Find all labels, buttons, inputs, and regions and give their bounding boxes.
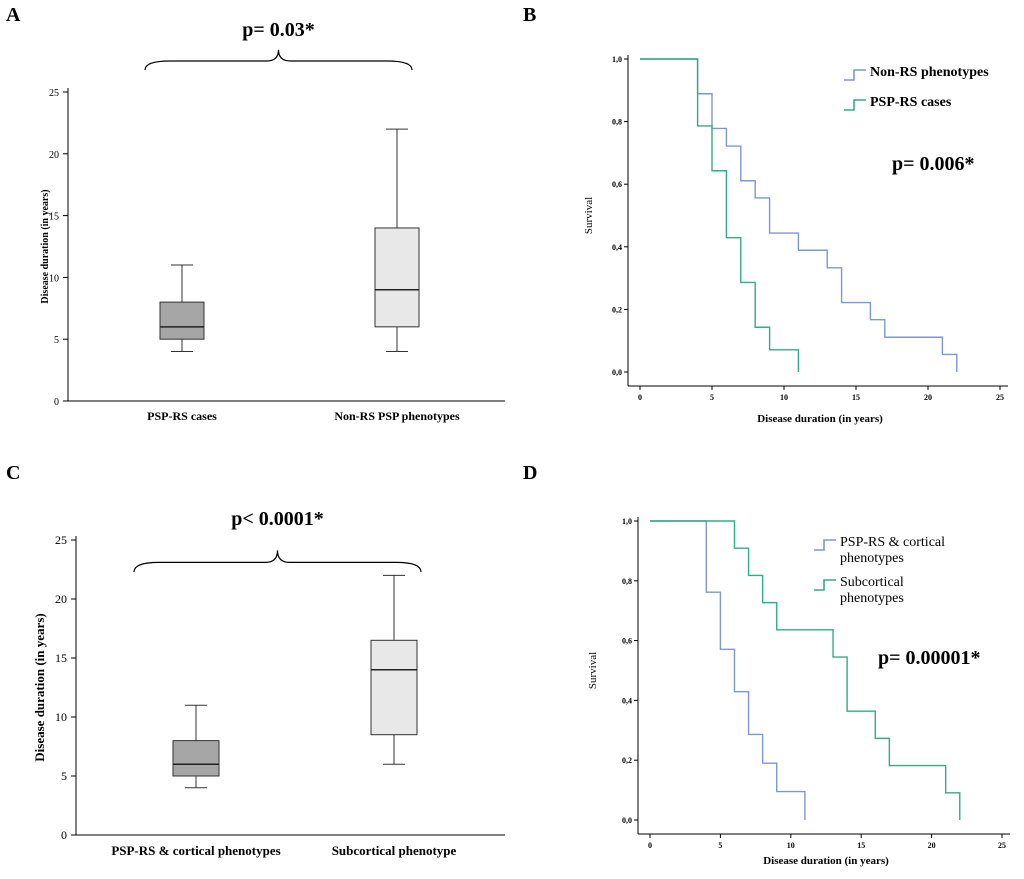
iqr-box	[159, 301, 205, 340]
p-value-label: p= 0.006*	[892, 153, 975, 175]
survival-curve	[640, 58, 800, 372]
iqr-box	[374, 227, 420, 328]
y-tick-label: 0,2	[612, 305, 622, 314]
x-tick-label: 25	[998, 841, 1006, 850]
y-tick-label: 0,4	[612, 243, 622, 252]
y-tick-label: 15	[55, 651, 67, 665]
boxplot-chart-c: 0 5 10 15 20 25 Disease duration (in years) PSP…	[32, 508, 505, 858]
x-category-label: Non-RS PSP phenotypes	[334, 409, 460, 423]
y-axis-label: Disease duration (in years)	[40, 189, 51, 303]
y-tick-label: 0,8	[612, 118, 622, 127]
y-axis-label: Disease duration (in years)	[32, 613, 47, 761]
survival-chart-d: 0,0 0,2 0,4 0,6 0,8 1,0 0 5 10 15 20 25 Disease dura…	[587, 517, 1010, 867]
iqr-box	[370, 639, 418, 736]
y-tick-label: 15	[49, 212, 59, 223]
legend-swatch	[814, 539, 836, 551]
y-tick-label: 0,6	[622, 637, 632, 646]
y-tick-label: 0,6	[612, 180, 622, 189]
iqr-box	[172, 740, 220, 777]
y-tick-label: 1,0	[612, 55, 622, 64]
y-tick-label: 0,4	[622, 696, 632, 705]
x-tick-label: 25	[996, 393, 1004, 402]
survival-curve	[650, 520, 961, 820]
legend-label: PSP-RS cases	[870, 95, 952, 110]
y-tick-label: 0	[54, 397, 59, 408]
p-value-label: p< 0.0001*	[231, 508, 324, 530]
survival-curve	[650, 520, 806, 820]
y-tick-label: 0	[61, 828, 67, 842]
x-tick-label: 0	[638, 393, 642, 402]
y-tick-label: 0,8	[622, 577, 632, 586]
panel-letter-b: B	[523, 4, 537, 26]
panel-letter-d: D	[523, 462, 538, 484]
y-tick-label: 25	[55, 533, 67, 547]
legend-swatch	[844, 99, 866, 111]
legend-swatch	[814, 579, 836, 591]
survival-chart-b: 0,0 0,2 0,4 0,6 0,8 1,0 0 5 10 15 20 25 Disease dura…	[583, 55, 1008, 425]
y-tick-label: 0,2	[622, 756, 632, 765]
y-tick-label: 25	[49, 88, 59, 99]
panel-letter-c: C	[6, 462, 21, 484]
x-axis-label: Disease duration (in years)	[757, 413, 883, 425]
legend-label: PSP-RS & cortical phenotypes	[840, 535, 945, 566]
y-tick-label: 1,0	[622, 517, 632, 526]
x-axis-label: Disease duration (in years)	[763, 855, 889, 867]
y-tick-label: 20	[49, 150, 59, 161]
legend-label: Non-RS phenotypes	[870, 65, 989, 80]
y-axis-label: Survival	[583, 197, 595, 234]
x-category-label: Subcortical phenotype	[332, 843, 457, 858]
y-tick-label: 5	[54, 335, 59, 346]
p-value-label: p= 0.00001*	[878, 647, 981, 669]
y-axis-label: Survival	[587, 652, 599, 689]
x-tick-label: 15	[852, 393, 860, 402]
x-category-label: PSP-RS cases	[147, 409, 217, 423]
boxplot-chart-a: 0 5 10 15 20 25 Disease duration (in years) PSP…	[40, 19, 505, 423]
x-category-label: PSP-RS & cortical phenotypes	[111, 843, 280, 858]
x-tick-label: 20	[924, 393, 932, 402]
y-tick-label: 0,0	[612, 368, 622, 377]
x-tick-label: 5	[710, 393, 714, 402]
y-tick-label: 10	[55, 710, 67, 724]
y-tick-label: 0,0	[622, 816, 632, 825]
x-tick-label: 15	[857, 841, 865, 850]
x-tick-label: 10	[780, 393, 788, 402]
p-value-label: p= 0.03*	[242, 19, 315, 41]
x-tick-label: 20	[928, 841, 936, 850]
legend-swatch	[844, 69, 866, 81]
y-tick-label: 5	[61, 769, 67, 783]
x-tick-label: 0	[648, 841, 652, 850]
legend-label: Subcortical phenotypes	[840, 575, 904, 606]
panel-letter-a: A	[6, 4, 21, 26]
x-tick-label: 5	[718, 841, 722, 850]
survival-curve	[640, 58, 958, 372]
y-tick-label: 10	[49, 273, 59, 284]
significance-brace	[144, 49, 413, 71]
y-tick-label: 20	[55, 592, 67, 606]
x-tick-label: 10	[787, 841, 795, 850]
significance-brace	[133, 550, 422, 573]
